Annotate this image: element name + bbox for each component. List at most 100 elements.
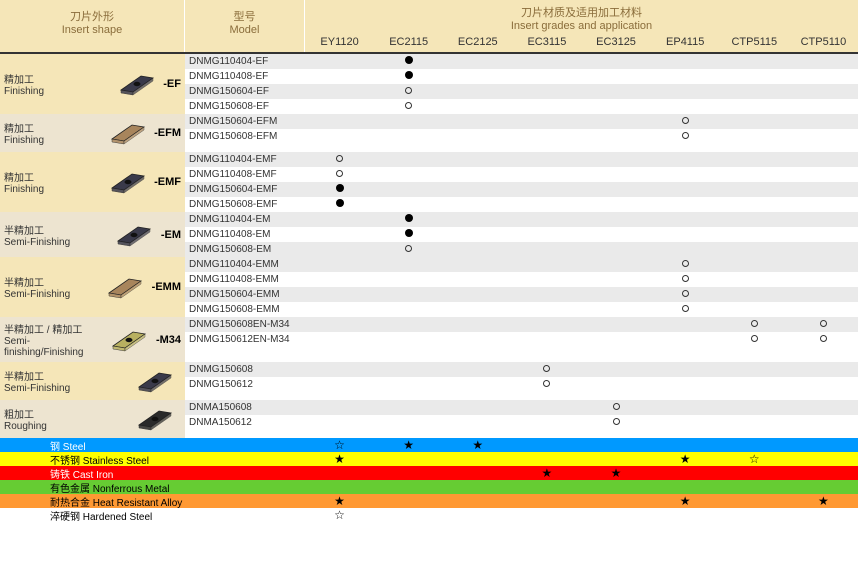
grade-cell — [443, 364, 512, 375]
grade-cell — [374, 259, 443, 270]
grade-cell — [651, 131, 720, 142]
star-cell: ★ — [443, 438, 512, 452]
grade-cell — [789, 289, 858, 300]
star-filled-icon: ★ — [403, 438, 414, 452]
grade-cell — [651, 116, 720, 127]
star-cell — [720, 508, 789, 522]
grade-cell — [512, 259, 581, 270]
grade-cell — [582, 199, 651, 210]
grade-columns: EY1120EC2115EC2125EC3115EC3125EP4115CTP5… — [305, 32, 858, 52]
grade-cell — [374, 184, 443, 195]
grade-cell — [720, 56, 789, 67]
suffix-label: -M34 — [156, 334, 181, 346]
grade-cell — [512, 184, 581, 195]
grade-cell — [582, 402, 651, 413]
model-row: DNMA150608 — [185, 400, 858, 415]
shape-cell: 半精加工 Semi-Finishing — [0, 362, 185, 400]
star-cell — [443, 494, 512, 508]
model-name: DNMG110408-EMM — [185, 274, 305, 285]
grade-cell — [305, 259, 374, 270]
shape-cell: 半精加工 / 精加工 Semi-finishing/Finishing -M34 — [0, 317, 185, 362]
grade-cell — [443, 334, 512, 345]
insert-table: 刀片外形 Insert shape 型号 Model 刀片材质及适用加工材料 I… — [0, 0, 858, 522]
grade-cells — [305, 86, 858, 97]
grade-cells — [305, 154, 858, 165]
insert-icon — [112, 220, 157, 250]
grade-cell — [582, 169, 651, 180]
material-label: 不锈钢 Stainless Steel — [0, 452, 305, 467]
grade-cell — [720, 154, 789, 165]
grade-col-header: CTP5115 — [720, 32, 789, 52]
grade-cell — [582, 304, 651, 315]
grade-cell — [512, 319, 581, 330]
model-name: DNMA150608 — [185, 402, 305, 413]
star-cell — [512, 452, 581, 466]
grade-cell — [305, 274, 374, 285]
grade-cell — [789, 364, 858, 375]
grade-cell — [720, 379, 789, 390]
grade-cell — [305, 304, 374, 315]
dot-filled-icon — [405, 71, 413, 79]
grade-col-header: EY1120 — [305, 32, 374, 52]
material-footer: 钢 Steel☆★★不锈钢 Stainless Steel★★☆铸铁 Cast … — [0, 438, 858, 522]
model-name: DNMG110404-EF — [185, 56, 305, 67]
insert-group: 精加工 Finishing -EFM DNMG150604-EFMDNMG150… — [0, 114, 858, 152]
material-row: 不锈钢 Stainless Steel★★☆ — [0, 452, 858, 466]
grade-cell — [305, 334, 374, 345]
grade-cell — [789, 131, 858, 142]
star-cell — [374, 508, 443, 522]
grade-cells — [305, 364, 858, 375]
grade-cell — [582, 379, 651, 390]
model-row: DNMG110404-EMF — [185, 152, 858, 167]
model-row: DNMG110408-EMM — [185, 272, 858, 287]
grade-cell — [720, 259, 789, 270]
grade-cell — [374, 304, 443, 315]
dot-open-icon — [405, 245, 412, 252]
grade-cell — [789, 214, 858, 225]
grade-cell — [651, 379, 720, 390]
grade-cell — [720, 364, 789, 375]
grade-cell — [789, 379, 858, 390]
star-cell — [443, 452, 512, 466]
grade-cell — [720, 334, 789, 345]
grade-cells — [305, 131, 858, 142]
process-label-en: Semi-Finishing — [4, 237, 108, 248]
model-name: DNMG110408-EM — [185, 229, 305, 240]
models-cell: DNMA150608 DNMA150612 — [185, 400, 858, 438]
grade-cell — [720, 101, 789, 112]
model-name: DNMA150612 — [185, 417, 305, 428]
star-cell: ★ — [512, 466, 581, 480]
dot-open-icon — [751, 320, 758, 327]
model-row: DNMG150608-EF — [185, 99, 858, 114]
grade-cell — [512, 169, 581, 180]
grade-cell — [789, 71, 858, 82]
grade-cell — [512, 244, 581, 255]
grade-cell — [720, 86, 789, 97]
model-row: DNMG110404-EM — [185, 212, 858, 227]
grade-cell — [582, 131, 651, 142]
insert-group: 半精加工 Semi-Finishing -EM DNMG110404-EM DNM… — [0, 212, 858, 257]
model-name: DNMG150612 — [185, 379, 305, 390]
grade-cell — [443, 86, 512, 97]
grade-cell — [305, 101, 374, 112]
grade-cell — [651, 334, 720, 345]
grade-cell — [512, 304, 581, 315]
process-label-en: Finishing — [4, 135, 101, 146]
grade-cell — [651, 402, 720, 413]
grade-cell — [789, 154, 858, 165]
material-row: 耐热合金 Heat Resistant Alloy★★★ — [0, 494, 858, 508]
grade-cell — [720, 131, 789, 142]
grade-cell — [582, 417, 651, 428]
grade-cell — [374, 244, 443, 255]
grade-cell — [582, 184, 651, 195]
grade-cell — [443, 214, 512, 225]
grade-cell — [789, 319, 858, 330]
shape-cell: 精加工 Finishing -EFM — [0, 114, 185, 152]
grade-cell — [720, 319, 789, 330]
shape-cell: 半精加工 Semi-Finishing -EM — [0, 212, 185, 257]
grade-col-header: EC2115 — [374, 32, 443, 52]
grade-cell — [720, 304, 789, 315]
header-shape-col: 刀片外形 Insert shape — [0, 0, 185, 52]
grade-cells — [305, 199, 858, 210]
model-name: DNMG110408-EF — [185, 71, 305, 82]
